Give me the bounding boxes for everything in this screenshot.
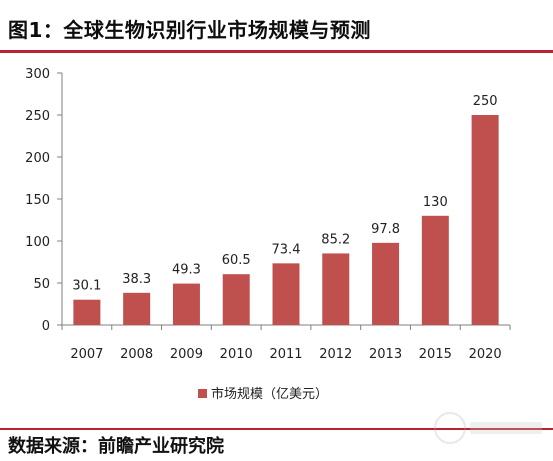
x-tick-label-2020: 2020 (469, 347, 502, 362)
bar-2008 (123, 292, 151, 325)
watermark-logo-icon (434, 412, 542, 444)
x-tick-label-2007: 2007 (70, 347, 103, 362)
bar-2009 (172, 283, 200, 325)
x-tick-label-2011: 2011 (269, 347, 302, 362)
data-label-2012: 85.2 (321, 232, 350, 247)
title-divider (0, 50, 553, 53)
bar-2011 (272, 263, 300, 325)
data-label-2013: 97.8 (371, 222, 400, 237)
data-label-2020: 250 (473, 94, 498, 109)
bar-2015 (421, 215, 449, 325)
y-tick-label: 100 (25, 235, 50, 250)
bar-2013 (372, 242, 400, 325)
y-tick-label: 200 (25, 151, 50, 166)
bar-chart: 0 50 100 150 200 250 300 2007 2008 2009 2010 2011 20… (25, 67, 511, 402)
data-label-2011: 73.4 (272, 242, 301, 257)
footer-divider (0, 428, 553, 430)
data-label-2008: 38.3 (122, 272, 151, 287)
y-tick-label: 250 (25, 109, 50, 124)
bar-2010 (222, 274, 250, 325)
x-tick-label-2010: 2010 (220, 347, 253, 362)
y-tick-label: 50 (33, 277, 50, 292)
x-tick-label-2015: 2015 (419, 347, 452, 362)
x-tick-label-2012: 2012 (319, 347, 352, 362)
data-label-2007: 30.1 (72, 279, 101, 294)
y-tick-label: 300 (25, 67, 50, 82)
bar-2012 (322, 253, 350, 325)
y-tick-label: 150 (25, 193, 50, 208)
y-tick-label: 0 (42, 319, 50, 334)
chart-legend: 市场规模（亿美元） (198, 386, 328, 402)
bar-2020 (471, 115, 499, 325)
x-tick-label-2008: 2008 (120, 347, 153, 362)
x-tick-label-2009: 2009 (170, 347, 203, 362)
legend-label: 市场规模（亿美元） (211, 386, 328, 402)
data-label-2015: 130 (423, 195, 448, 210)
chart-title: 图1：全球生物识别行业市场规模与预测 (8, 18, 371, 42)
bar-2007 (73, 299, 101, 325)
x-tick-label-2013: 2013 (369, 347, 402, 362)
data-label-2010: 60.5 (222, 253, 251, 268)
legend-swatch (198, 389, 207, 398)
data-label-2009: 49.3 (172, 263, 201, 278)
chart-bars: 30.1 38.3 49.3 60.5 73.4 85.2 97.8 130 250 (72, 94, 499, 325)
source-note: 数据来源：前瞻产业研究院 (8, 436, 224, 457)
